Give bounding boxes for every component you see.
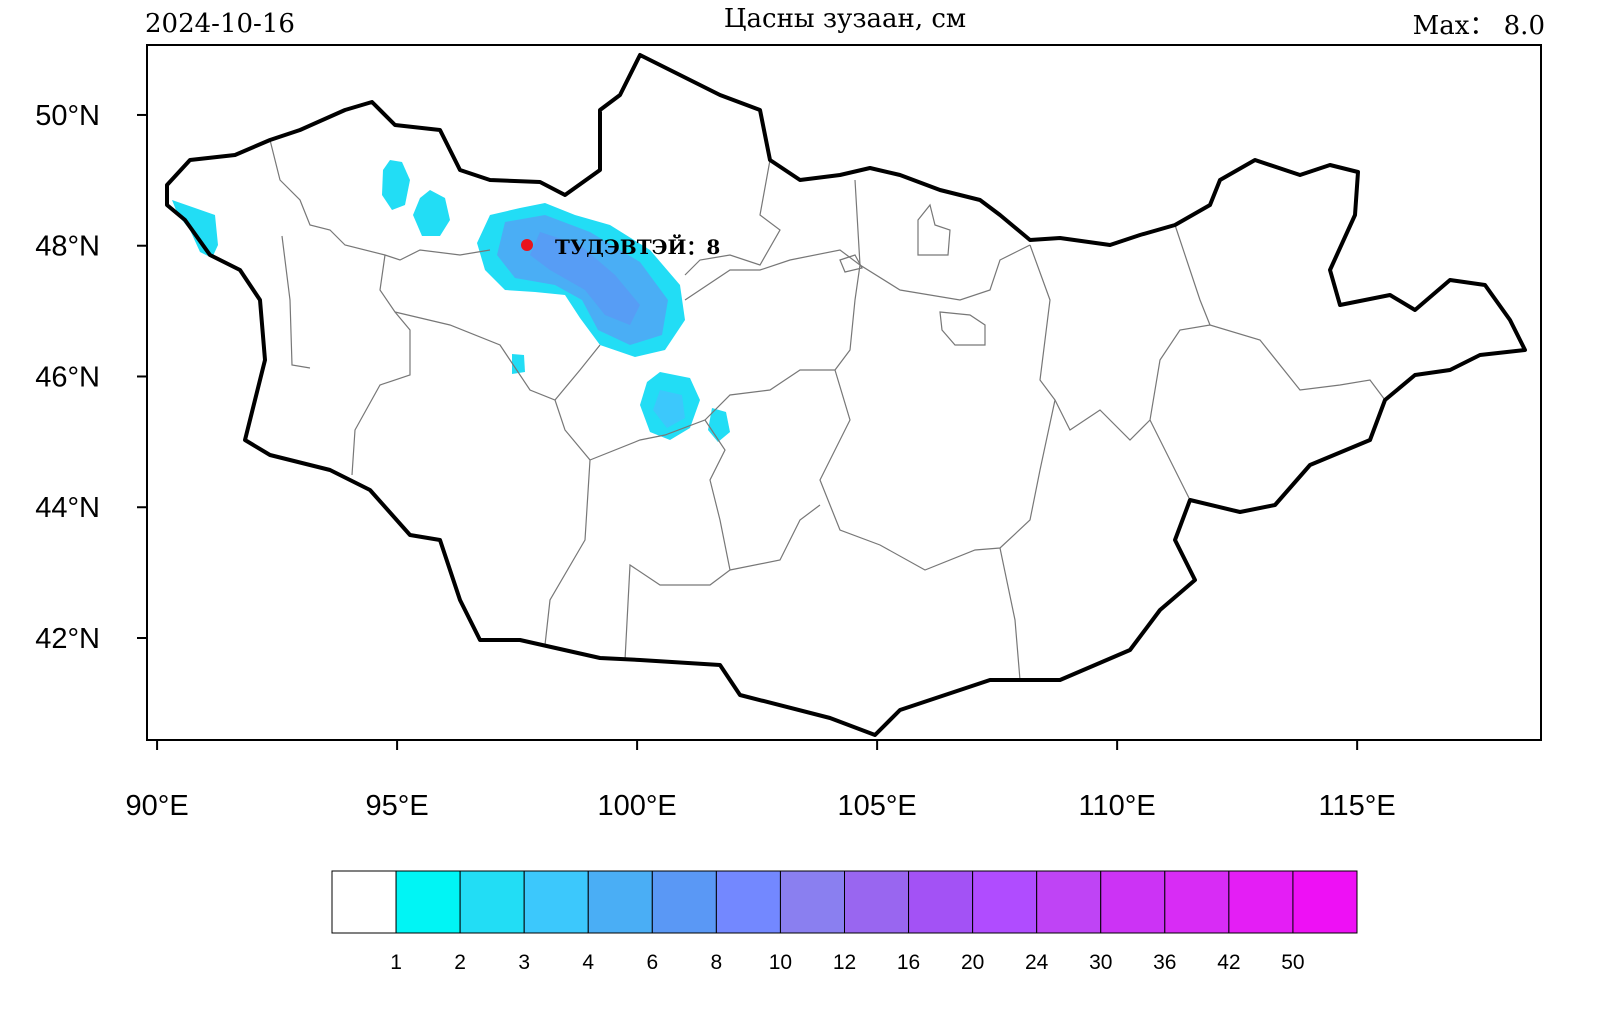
border-line bbox=[281, 235, 311, 369]
border-line bbox=[394, 311, 601, 401]
station-label: ТУДЭВТЭЙ：8 bbox=[555, 233, 720, 259]
date: 2024-10-16 bbox=[145, 9, 295, 39]
colorbar-box bbox=[1164, 870, 1230, 934]
snow-patch bbox=[172, 200, 218, 258]
border-line bbox=[1174, 224, 1211, 326]
colorbar-label: 20 bbox=[961, 951, 984, 974]
border-line bbox=[999, 547, 1021, 681]
province-borders bbox=[269, 139, 1386, 681]
y-tick-label: 44°N bbox=[35, 492, 100, 524]
snow-patch bbox=[382, 160, 410, 210]
colorbar-label: 36 bbox=[1153, 951, 1176, 974]
border-line bbox=[684, 159, 781, 276]
snow-patch bbox=[512, 354, 525, 374]
colorbar-box bbox=[779, 870, 845, 934]
x-tick-label: 110°E bbox=[1079, 790, 1156, 822]
colorbar-box bbox=[1228, 870, 1294, 934]
border-line bbox=[939, 311, 986, 346]
colorbar-label: 10 bbox=[769, 951, 792, 974]
y-tick-label: 48°N bbox=[35, 231, 100, 263]
border-line bbox=[1149, 419, 1191, 501]
country-border bbox=[165, 53, 1527, 737]
colorbar-box bbox=[908, 870, 974, 934]
colorbar-box bbox=[972, 870, 1038, 934]
border-line bbox=[544, 399, 591, 646]
y-tick-label: 42°N bbox=[35, 623, 100, 655]
colorbar-label: 2 bbox=[454, 951, 466, 974]
y-tick-label: 50°N bbox=[35, 100, 100, 132]
colorbar-box bbox=[715, 870, 781, 934]
border-line bbox=[1054, 324, 1386, 441]
border-line bbox=[589, 419, 731, 661]
colorbar-label: 1 bbox=[390, 951, 402, 974]
x-tick-label: 115°E bbox=[1319, 790, 1396, 822]
colorbar-box bbox=[587, 870, 653, 934]
colorbar-label: 3 bbox=[518, 951, 530, 974]
colorbar-label: 42 bbox=[1217, 951, 1240, 974]
colorbar-label: 16 bbox=[897, 951, 920, 974]
y-tick-label: 46°N bbox=[35, 361, 100, 393]
x-tick-label: 100°E bbox=[597, 790, 676, 822]
border-line bbox=[839, 254, 863, 273]
colorbar-box bbox=[844, 870, 910, 934]
border-line bbox=[269, 139, 491, 261]
border-line bbox=[854, 179, 1031, 301]
colorbar-label: 12 bbox=[833, 951, 856, 974]
title: Цасны зузаан, см bbox=[724, 4, 966, 34]
station-dot bbox=[521, 239, 533, 251]
colorbar-box bbox=[1100, 870, 1166, 934]
colorbar-label: 30 bbox=[1089, 951, 1112, 974]
colorbar-label: 8 bbox=[711, 951, 723, 974]
colorbar-box bbox=[1292, 870, 1358, 934]
colorbar-label: 24 bbox=[1025, 951, 1049, 974]
border-line bbox=[917, 203, 951, 256]
colorbar-label: 50 bbox=[1281, 951, 1304, 974]
border-line bbox=[351, 254, 411, 476]
colorbar-box bbox=[651, 870, 717, 934]
x-tick-label: 105°E bbox=[837, 790, 916, 822]
border-line bbox=[729, 504, 821, 571]
border-line bbox=[684, 249, 861, 421]
colorbar-box bbox=[1036, 870, 1102, 934]
map-frame bbox=[146, 44, 1542, 741]
colorbar-box bbox=[331, 870, 397, 934]
snow-patch bbox=[413, 190, 450, 236]
snow-patch bbox=[530, 232, 640, 325]
max-value: Max： 8.0 bbox=[1413, 11, 1545, 41]
colorbar-label: 4 bbox=[582, 951, 594, 974]
colorbar-box bbox=[459, 870, 525, 934]
border-line bbox=[819, 244, 1056, 571]
x-tick-label: 90°E bbox=[125, 790, 188, 822]
colorbar-box bbox=[395, 870, 461, 934]
colorbar-box bbox=[523, 870, 589, 934]
colorbar-label: 6 bbox=[646, 951, 658, 974]
x-tick-label: 95°E bbox=[365, 790, 428, 822]
snow-patch bbox=[653, 390, 685, 428]
